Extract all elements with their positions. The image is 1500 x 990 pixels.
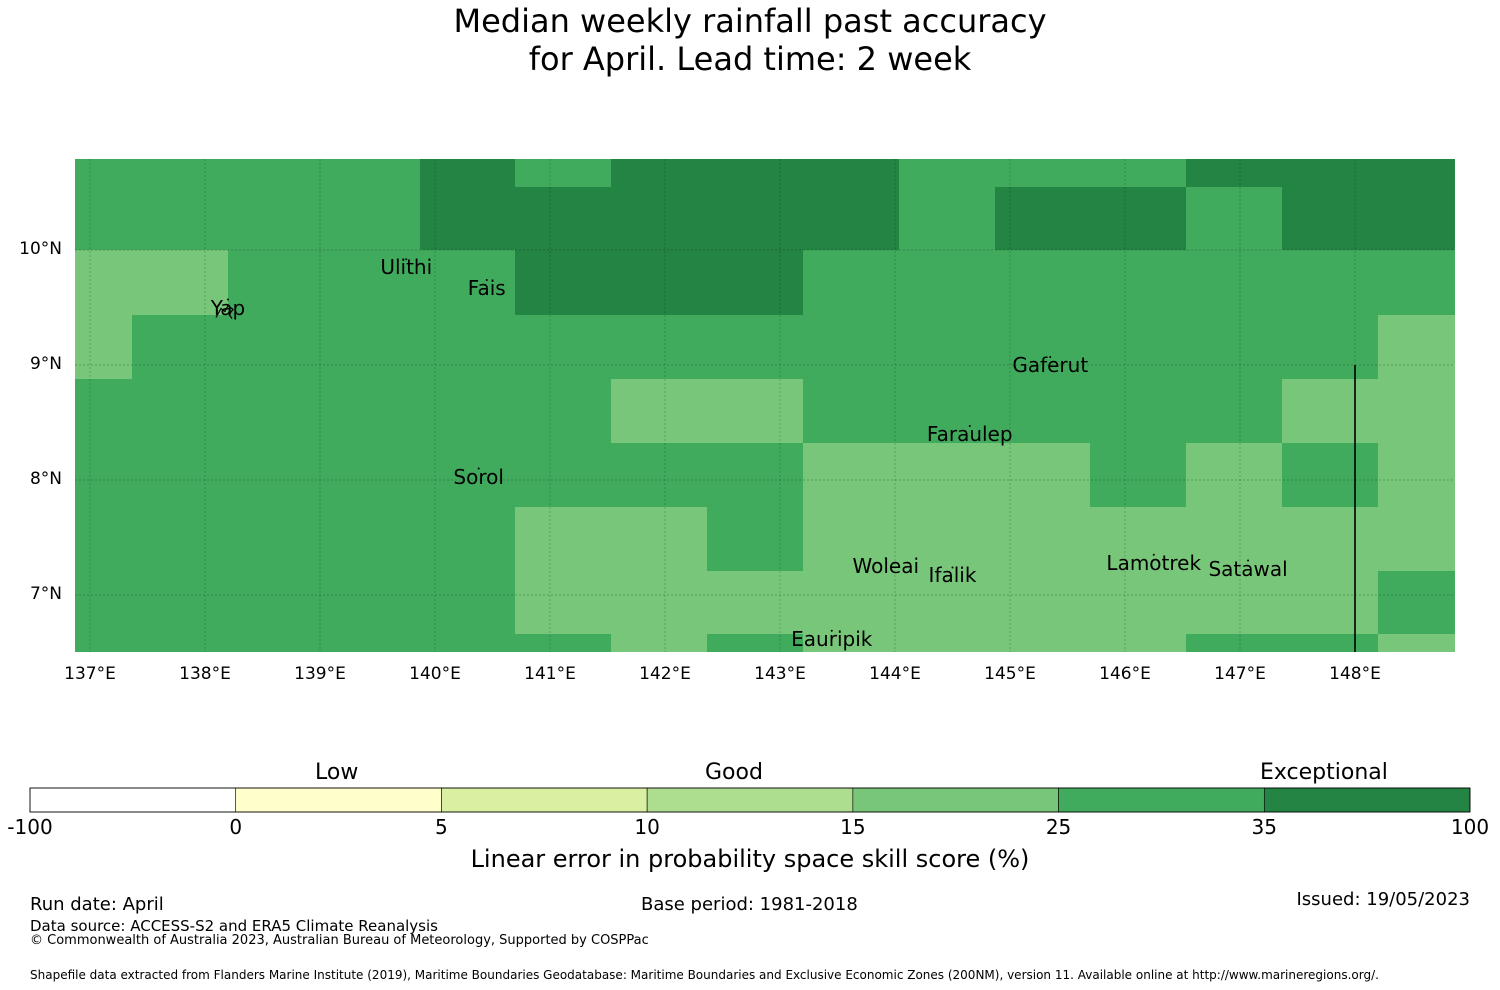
skill-cell <box>611 159 899 250</box>
place-label-ulithi: Ulithi <box>380 255 433 280</box>
colorbar <box>29 787 1471 813</box>
island-dot <box>951 566 954 569</box>
skill-cell <box>515 250 803 315</box>
place-label-ifalik: Ifalik <box>928 563 977 588</box>
skill-cell <box>803 634 1186 652</box>
colorbar-segment <box>441 787 648 813</box>
island-dot <box>830 629 833 632</box>
yap-island-outline <box>215 304 234 319</box>
place-label-eauripik: Eauripik <box>791 626 873 651</box>
lat-tick-label: 10°N <box>19 239 62 259</box>
lon-tick-label: 138°E <box>179 664 231 684</box>
title-line-1: Median weekly rainfall past accuracy <box>453 2 1047 40</box>
skill-cell <box>75 315 132 379</box>
skill-cell <box>515 507 707 634</box>
title-line-2: for April. Lead time: 2 week <box>528 40 972 78</box>
lon-tick-label: 137°E <box>64 664 116 684</box>
island-markers <box>215 258 1250 632</box>
data-source: Data source: ACCESS-S2 and ERA5 Climate … <box>30 917 438 935</box>
place-label-woleai: Woleai <box>852 554 920 579</box>
issued-date: Issued: 19/05/2023 <box>1296 889 1470 910</box>
lon-tick-label: 146°E <box>1099 664 1151 684</box>
skill-cell <box>995 187 1186 250</box>
run-date: Run date: April <box>30 894 164 915</box>
skill-cell <box>1378 571 1455 634</box>
island-dot <box>968 425 971 427</box>
colorbar-segment <box>1058 787 1265 813</box>
colorbar-tick-label: 10 <box>634 815 660 839</box>
skill-cell <box>1186 159 1455 187</box>
lon-tick-label: 148°E <box>1329 664 1381 684</box>
skill-cell <box>515 187 611 250</box>
skill-cell <box>1282 187 1455 250</box>
legend-exceptional-label: Exceptional <box>1260 760 1388 785</box>
skill-cell <box>803 507 1378 634</box>
island-dot <box>485 278 488 281</box>
colorbar-tick-label: 25 <box>1045 815 1072 839</box>
place-label-faraulep: Faraulep <box>926 422 1013 446</box>
colorbar-axis-label: Linear error in probability space skill … <box>470 845 1030 873</box>
skill-cell <box>1378 315 1455 571</box>
copyright-note: © Commonwealth of Australia 2023, Austra… <box>30 933 649 948</box>
colorbar-tick-label: 5 <box>435 815 448 839</box>
lon-tick-label: 143°E <box>754 664 806 684</box>
lon-tick-label: 141°E <box>524 664 576 684</box>
lat-tick-label: 9°N <box>29 354 62 374</box>
skill-cell <box>420 159 515 250</box>
skill-cell <box>611 634 707 652</box>
legend-low-label: Low <box>315 760 359 785</box>
lon-tick-label: 139°E <box>294 664 346 684</box>
shapefile-note: Shapefile data extracted from Flanders M… <box>30 968 1379 982</box>
colorbar-frame <box>29 787 1471 813</box>
skill-grid <box>75 159 1455 652</box>
island-dot <box>1247 559 1250 562</box>
colorbar-tick-label: 15 <box>840 815 866 839</box>
colorbar-tick-label: -100 <box>7 815 53 839</box>
place-label-lamotrek: Lamotrek <box>1106 550 1202 575</box>
legend-good-label: Good <box>705 760 763 785</box>
island-dot <box>1049 356 1052 358</box>
skill-cell <box>75 250 228 315</box>
colorbar-tick-label: 35 <box>1251 815 1277 839</box>
lon-tick-label: 145°E <box>984 664 1036 684</box>
colorbar-segment <box>852 787 1059 813</box>
place-label-fais: Fais <box>467 275 506 300</box>
graticule <box>75 159 1455 652</box>
island-dot <box>227 298 229 301</box>
colorbar-tick-label: 0 <box>229 815 243 839</box>
lat-tick-label: 8°N <box>29 469 62 489</box>
place-label-satawal: Satawal <box>1208 556 1288 581</box>
island-dot <box>477 467 480 470</box>
island-dot <box>405 258 408 261</box>
colorbar-segment <box>646 787 854 813</box>
colorbar-segment <box>1263 787 1471 813</box>
colorbar-segment <box>29 787 237 813</box>
skill-cell <box>611 379 803 443</box>
place-label-sorol: Sorol <box>453 464 504 489</box>
lon-tick-label: 144°E <box>869 664 921 684</box>
lon-tick-label: 140°E <box>409 664 461 684</box>
map-title: Median weekly rainfall past accuracy for… <box>0 2 1500 78</box>
island-dot <box>1152 553 1155 556</box>
place-label-gaferut: Gaferut <box>1012 353 1089 377</box>
place-label-yap: Yap <box>210 295 246 320</box>
colorbar-tick-label: 100 <box>1450 815 1490 839</box>
skill-cell <box>1186 443 1282 507</box>
lon-tick-label: 142°E <box>639 664 691 684</box>
island-dot <box>884 557 887 560</box>
colorbar-segment <box>235 787 442 813</box>
base-period: Base period: 1981-2018 <box>641 894 858 915</box>
skill-cell <box>1378 634 1455 652</box>
lat-tick-label: 7°N <box>29 584 62 604</box>
skill-cell <box>1282 379 1378 443</box>
skill-cell <box>803 443 1090 507</box>
skill-cell <box>707 571 803 634</box>
lon-tick-label: 147°E <box>1214 664 1266 684</box>
